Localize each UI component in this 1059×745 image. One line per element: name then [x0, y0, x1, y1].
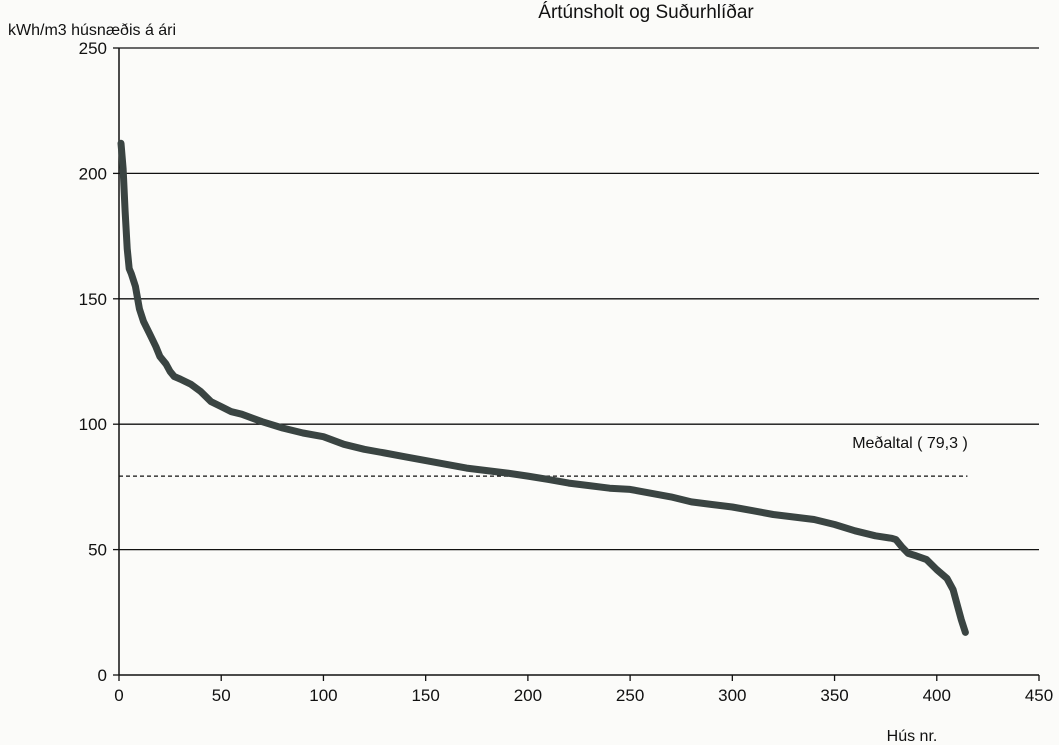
gridlines — [119, 47, 1039, 551]
x-axis-ticks: 0 50 100 150 200 250 300 350 400 450 — [114, 675, 1053, 705]
x-tick-label: 50 — [212, 686, 231, 705]
y-axis-label: kWh/m3 húsnæðis á ári — [8, 22, 176, 39]
x-tick-label: 200 — [514, 686, 542, 705]
series-line-0 — [117, 139, 969, 636]
x-axis-label: Hús nr. — [887, 728, 938, 745]
series-group — [117, 139, 969, 636]
x-tick-label: 250 — [616, 686, 644, 705]
y-tick-label: 0 — [98, 666, 107, 685]
x-tick-label: 300 — [718, 686, 746, 705]
y-tick-label: 150 — [79, 290, 107, 309]
y-tick-label: 100 — [79, 415, 107, 434]
x-tick-label: 350 — [820, 686, 848, 705]
mean-label: Meðaltal ( 79,3 ) — [852, 435, 968, 452]
chart-title: Ártúnsholt og Suðurhlíðar — [538, 2, 754, 23]
y-tick-label: 250 — [79, 39, 107, 58]
y-tick-label: 50 — [88, 541, 107, 560]
x-tick-label: 400 — [923, 686, 951, 705]
y-axis-ticks: 0 50 100 150 200 250 — [79, 39, 119, 685]
axes — [118, 48, 1039, 676]
y-tick-label: 200 — [79, 164, 107, 183]
x-tick-label: 100 — [309, 686, 337, 705]
x-tick-label: 0 — [114, 686, 123, 705]
x-tick-label: 450 — [1025, 686, 1053, 705]
x-tick-label: 150 — [411, 686, 439, 705]
